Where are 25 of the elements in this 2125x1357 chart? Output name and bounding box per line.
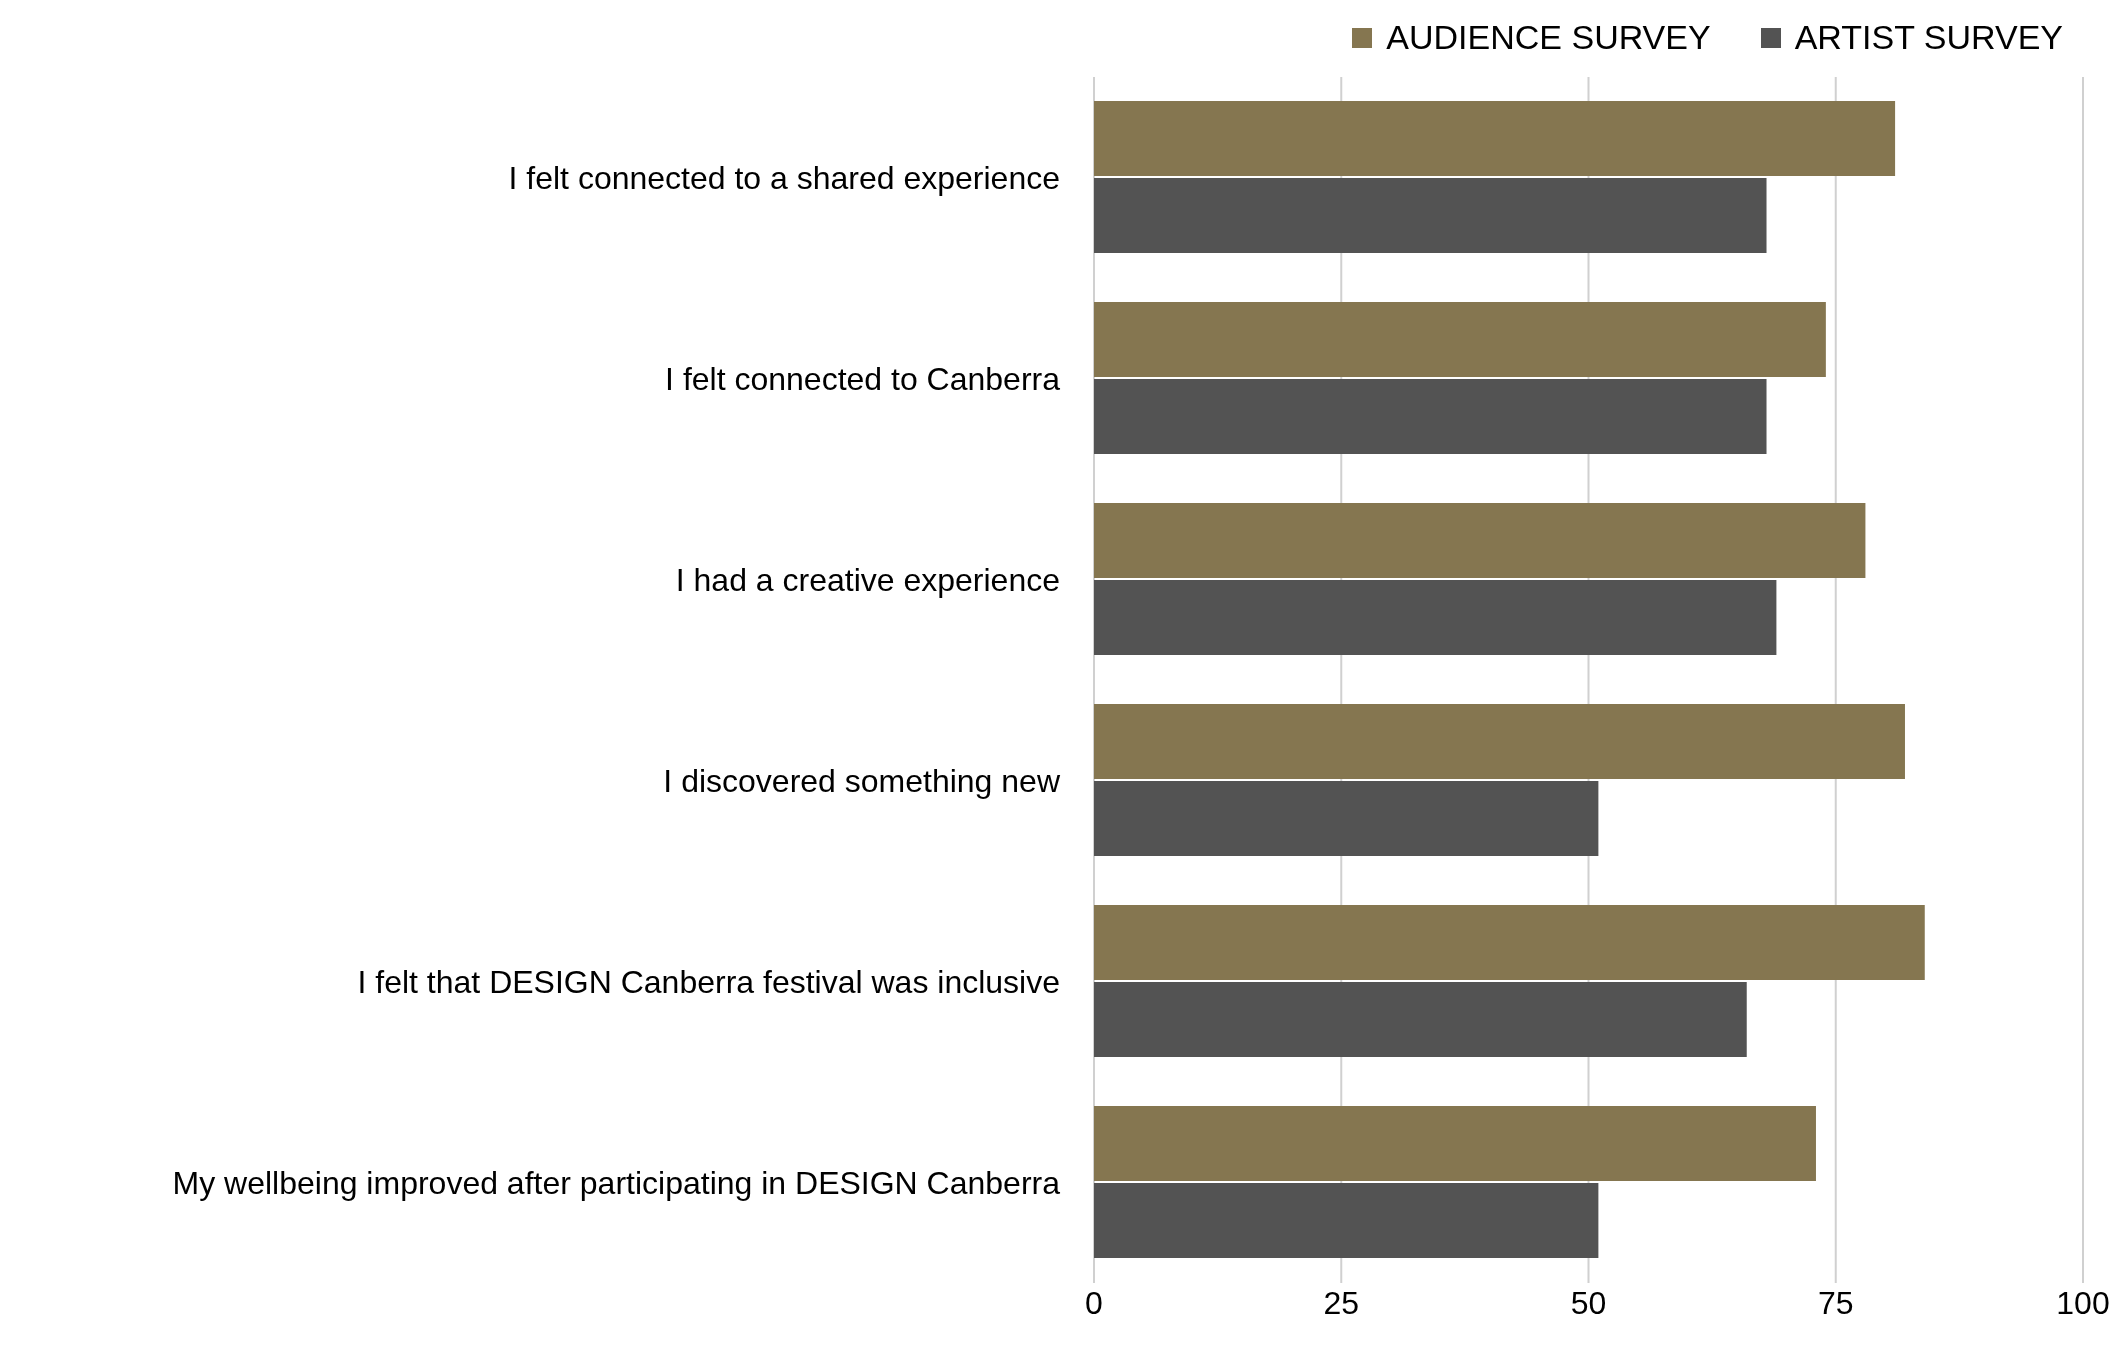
bar (1094, 905, 1925, 981)
x-tick-label: 50 (1570, 1284, 1607, 1321)
x-tick-label: 25 (1323, 1284, 1360, 1321)
bar (1094, 781, 1599, 857)
x-tick-label: 100 (2056, 1284, 2110, 1321)
bar (1094, 379, 1767, 455)
legend-label: AUDIENCE SURVEY (1386, 18, 1711, 57)
y-tick-label: I had a creative experience (675, 561, 1060, 598)
y-tick-label: I felt connected to a shared experience (508, 159, 1060, 196)
bar (1094, 503, 1866, 579)
bar (1094, 580, 1777, 656)
bar (1094, 704, 1905, 780)
bar (1094, 302, 1826, 378)
y-tick-label: I felt that DESIGN Canberra festival was inclusive (357, 963, 1060, 1000)
y-tick-label: I felt connected to Canberra (665, 360, 1061, 397)
x-tick-label: 75 (1817, 1284, 1854, 1321)
y-tick-label: I discovered something new (663, 762, 1061, 799)
x-tick-label: 0 (1085, 1284, 1103, 1321)
y-tick-label: My wellbeing improved after participating in DESIGN Canberra (172, 1164, 1061, 1201)
bar (1094, 1183, 1599, 1259)
bar (1094, 178, 1767, 254)
bar (1094, 982, 1747, 1058)
bar (1094, 101, 1896, 177)
bar (1094, 1106, 1816, 1182)
legend-label: ARTIST SURVEY (1794, 18, 2063, 57)
